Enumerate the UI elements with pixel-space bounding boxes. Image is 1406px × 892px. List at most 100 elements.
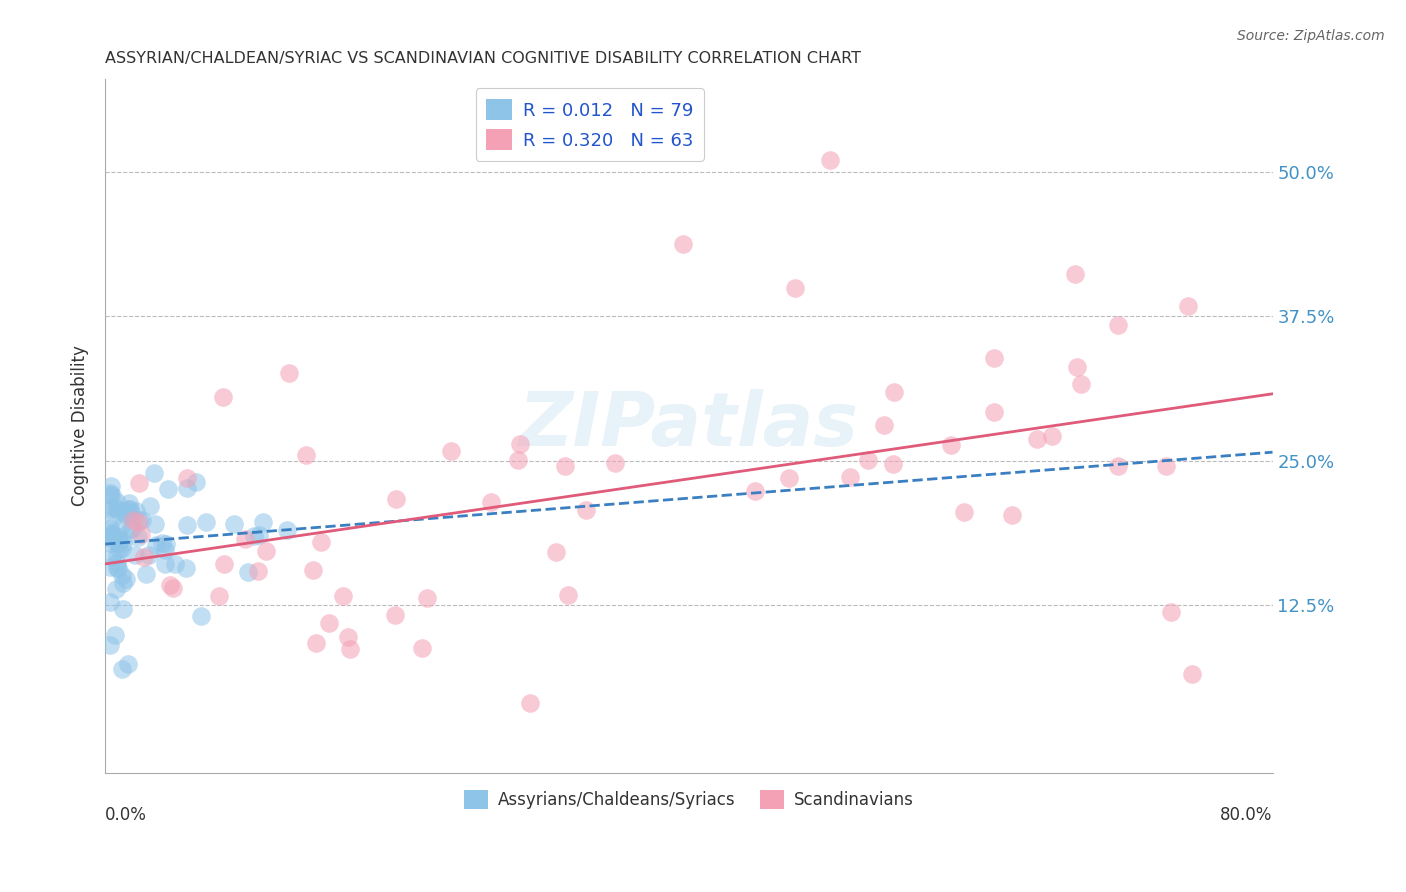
Point [575,502,598,516]
Point [111,541,134,555]
Point [98,594,121,608]
Point [311,534,333,549]
Point [98,521,121,535]
Point [1040,429,1063,443]
Legend: Assyrians/Chaldeans/Syriacs, Scandinavians: Assyrians/Chaldeans/Syriacs, Scandinavia… [457,783,920,816]
Point [103,533,125,548]
Point [883,384,905,399]
Point [1025,432,1047,446]
Point [118,502,141,516]
Text: Source: ZipAtlas.com: Source: ZipAtlas.com [1237,29,1385,43]
Point [208,590,231,604]
Point [114,507,136,521]
Point [339,642,361,657]
Point [519,696,541,710]
Point [157,482,180,496]
Text: 80.0%: 80.0% [1220,805,1272,824]
Point [222,516,245,531]
Point [252,515,274,529]
Point [112,602,135,616]
Point [212,557,235,571]
Point [138,548,160,562]
Point [145,538,167,552]
Point [479,495,502,509]
Point [101,488,124,502]
Point [236,565,259,579]
Point [107,530,129,544]
Point [121,522,143,536]
Point [1066,359,1088,374]
Point [1107,459,1129,474]
Point [983,351,1005,365]
Point [98,486,121,500]
Point [101,526,124,541]
Point [153,543,176,558]
Point [105,549,128,563]
Point [129,526,152,541]
Point [127,530,149,544]
Point [118,522,141,536]
Point [104,501,127,516]
Point [139,499,162,513]
Point [233,532,256,546]
Point [122,513,145,527]
Point [305,635,328,649]
Point [1107,318,1129,332]
Point [108,535,131,549]
Point [554,458,576,473]
Point [112,536,135,550]
Point [127,515,149,529]
Point [104,628,127,642]
Point [603,456,626,470]
Point [124,548,146,562]
Point [337,630,360,644]
Point [98,639,121,653]
Point [111,568,134,582]
Point [778,471,800,485]
Point [939,438,962,452]
Text: ASSYRIAN/CHALDEAN/SYRIAC VS SCANDINAVIAN COGNITIVE DISABILITY CORRELATION CHART: ASSYRIAN/CHALDEAN/SYRIAC VS SCANDINAVIAN… [105,51,862,66]
Point [114,506,136,520]
Point [176,481,198,495]
Point [278,366,301,380]
Point [108,534,131,549]
Point [247,564,270,578]
Point [1154,458,1177,473]
Point [318,615,340,630]
Point [873,418,896,433]
Point [194,515,217,529]
Point [247,528,270,542]
Point [411,640,433,655]
Point [159,578,181,592]
Point [1160,605,1182,619]
Point [105,556,128,570]
Point [783,281,806,295]
Point [983,405,1005,419]
Point [107,504,129,518]
Point [385,491,408,506]
Point [1070,376,1092,391]
Point [98,560,121,574]
Point [184,475,207,489]
Point [104,582,127,596]
Point [672,237,695,252]
Point [294,448,316,462]
Point [1064,267,1087,281]
Point [143,466,166,480]
Point [176,517,198,532]
Point [162,581,184,595]
Point [117,504,139,518]
Point [153,557,176,571]
Point [128,475,150,490]
Point [856,453,879,467]
Point [416,591,439,605]
Point [302,563,325,577]
Point [174,561,197,575]
Point [111,576,134,591]
Point [98,488,121,502]
Point [176,471,198,485]
Point [1001,508,1024,522]
Point [107,560,129,574]
Point [132,550,155,565]
Point [128,512,150,526]
